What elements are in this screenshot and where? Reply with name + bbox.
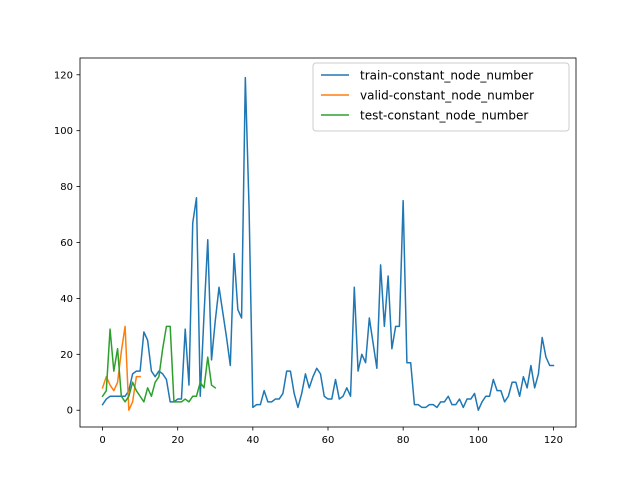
x-tick-label: 60 [322, 435, 335, 446]
x-tick-label: 40 [246, 435, 259, 446]
y-tick-label: 20 [60, 350, 73, 361]
x-tick-label: 0 [99, 435, 105, 446]
y-tick-label: 60 [60, 238, 73, 249]
legend: train-constant_node_number valid-constant… [312, 62, 570, 132]
x-tick-label: 100 [469, 435, 488, 446]
plot-area [101, 76, 555, 411]
x-tick-label: 80 [397, 435, 410, 446]
y-tick-label: 120 [54, 70, 73, 81]
legend-label-0: train-constant_node_number [360, 69, 533, 83]
series-line-1 [101, 325, 141, 411]
series-line-2 [101, 325, 217, 403]
legend-box [312, 62, 570, 132]
y-tick-label: 0 [67, 406, 73, 417]
y-tick-label: 100 [54, 126, 73, 137]
x-tick-label: 20 [171, 435, 184, 446]
legend-label-2: test-constant_node_number [360, 109, 528, 123]
axes: 0 20 40 60 80 100 120 0 20 40 60 80 100 120 [54, 57, 577, 446]
legend-label-1: valid-constant_node_number [360, 89, 534, 103]
x-tick-label: 120 [544, 435, 563, 446]
y-tick-label: 80 [60, 182, 73, 193]
y-tick-label: 40 [60, 294, 73, 305]
series-line-0 [101, 76, 555, 411]
